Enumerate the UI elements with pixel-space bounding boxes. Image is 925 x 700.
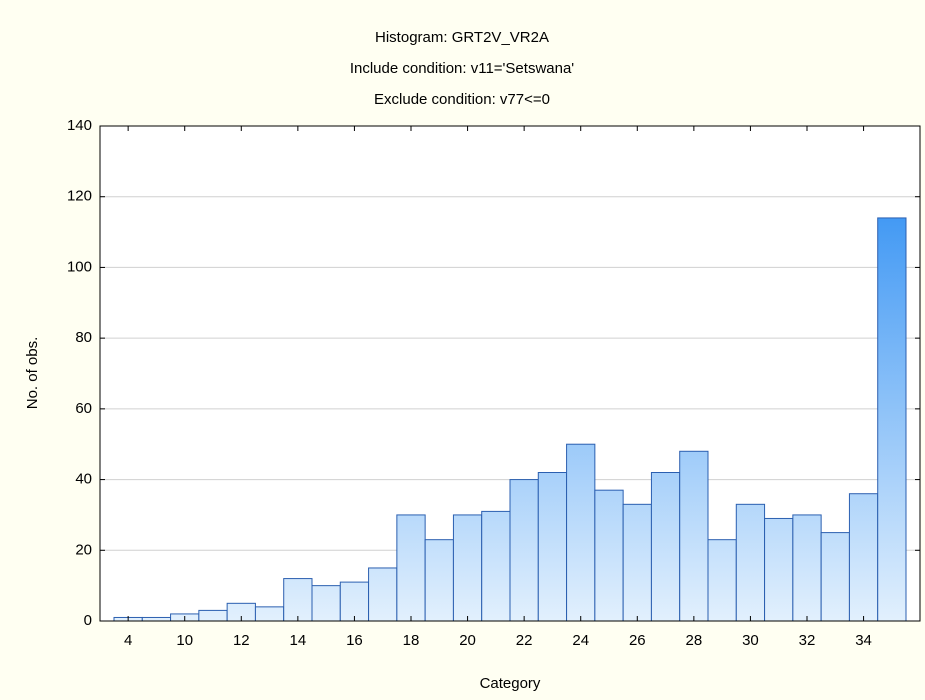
bar bbox=[339, 581, 370, 622]
x-tick-label: 12 bbox=[233, 632, 250, 649]
chart-subtitle: Include condition: v11='Setswana' bbox=[350, 60, 574, 77]
x-axis-label: Category bbox=[480, 675, 541, 692]
y-tick-label: 0 bbox=[84, 612, 92, 629]
bar bbox=[198, 609, 228, 622]
y-tick-label: 140 bbox=[67, 117, 92, 134]
x-tick-label: 26 bbox=[629, 632, 646, 649]
x-tick-label: 34 bbox=[855, 632, 872, 649]
bar bbox=[622, 503, 652, 622]
bar bbox=[537, 472, 568, 622]
bar bbox=[311, 585, 341, 622]
bar bbox=[509, 479, 539, 622]
bar bbox=[764, 517, 794, 622]
y-tick-label: 100 bbox=[67, 258, 92, 275]
x-tick-label: 20 bbox=[459, 632, 476, 649]
chart-title: Histogram: GRT2V_VR2A bbox=[375, 29, 549, 46]
y-axis-label: No. of obs. bbox=[24, 337, 41, 410]
y-tick-label: 60 bbox=[75, 400, 92, 417]
y-tick-label: 80 bbox=[75, 329, 92, 346]
bar bbox=[368, 567, 398, 622]
bar bbox=[452, 514, 483, 622]
bar bbox=[283, 578, 313, 622]
x-tick-label: 30 bbox=[742, 632, 759, 649]
x-tick-label: 32 bbox=[799, 632, 816, 649]
y-tick-label: 120 bbox=[67, 188, 92, 205]
bar bbox=[792, 514, 822, 622]
bar bbox=[141, 616, 172, 622]
x-tick-label: 16 bbox=[346, 632, 363, 649]
chart-subtitle: Exclude condition: v77<=0 bbox=[374, 91, 550, 108]
bar bbox=[848, 493, 879, 622]
bar bbox=[254, 606, 285, 622]
bar bbox=[481, 510, 511, 622]
bar bbox=[396, 514, 426, 622]
y-tick-label: 40 bbox=[75, 471, 92, 488]
bar bbox=[566, 443, 596, 622]
bar bbox=[650, 472, 681, 622]
x-tick-label: 28 bbox=[686, 632, 703, 649]
y-tick-label: 20 bbox=[75, 541, 92, 558]
plot-frame bbox=[99, 125, 921, 622]
x-tick-label: 4 bbox=[124, 632, 132, 649]
bar bbox=[707, 539, 737, 622]
x-tick-label: 24 bbox=[572, 632, 589, 649]
bar bbox=[820, 532, 850, 622]
bar bbox=[735, 503, 766, 622]
bar bbox=[594, 489, 624, 622]
x-tick-label: 22 bbox=[516, 632, 533, 649]
x-tick-label: 14 bbox=[290, 632, 307, 649]
bar bbox=[679, 450, 709, 622]
bar bbox=[424, 539, 454, 622]
x-tick-label: 10 bbox=[176, 632, 193, 649]
bar bbox=[877, 217, 907, 622]
x-tick-label: 18 bbox=[403, 632, 420, 649]
